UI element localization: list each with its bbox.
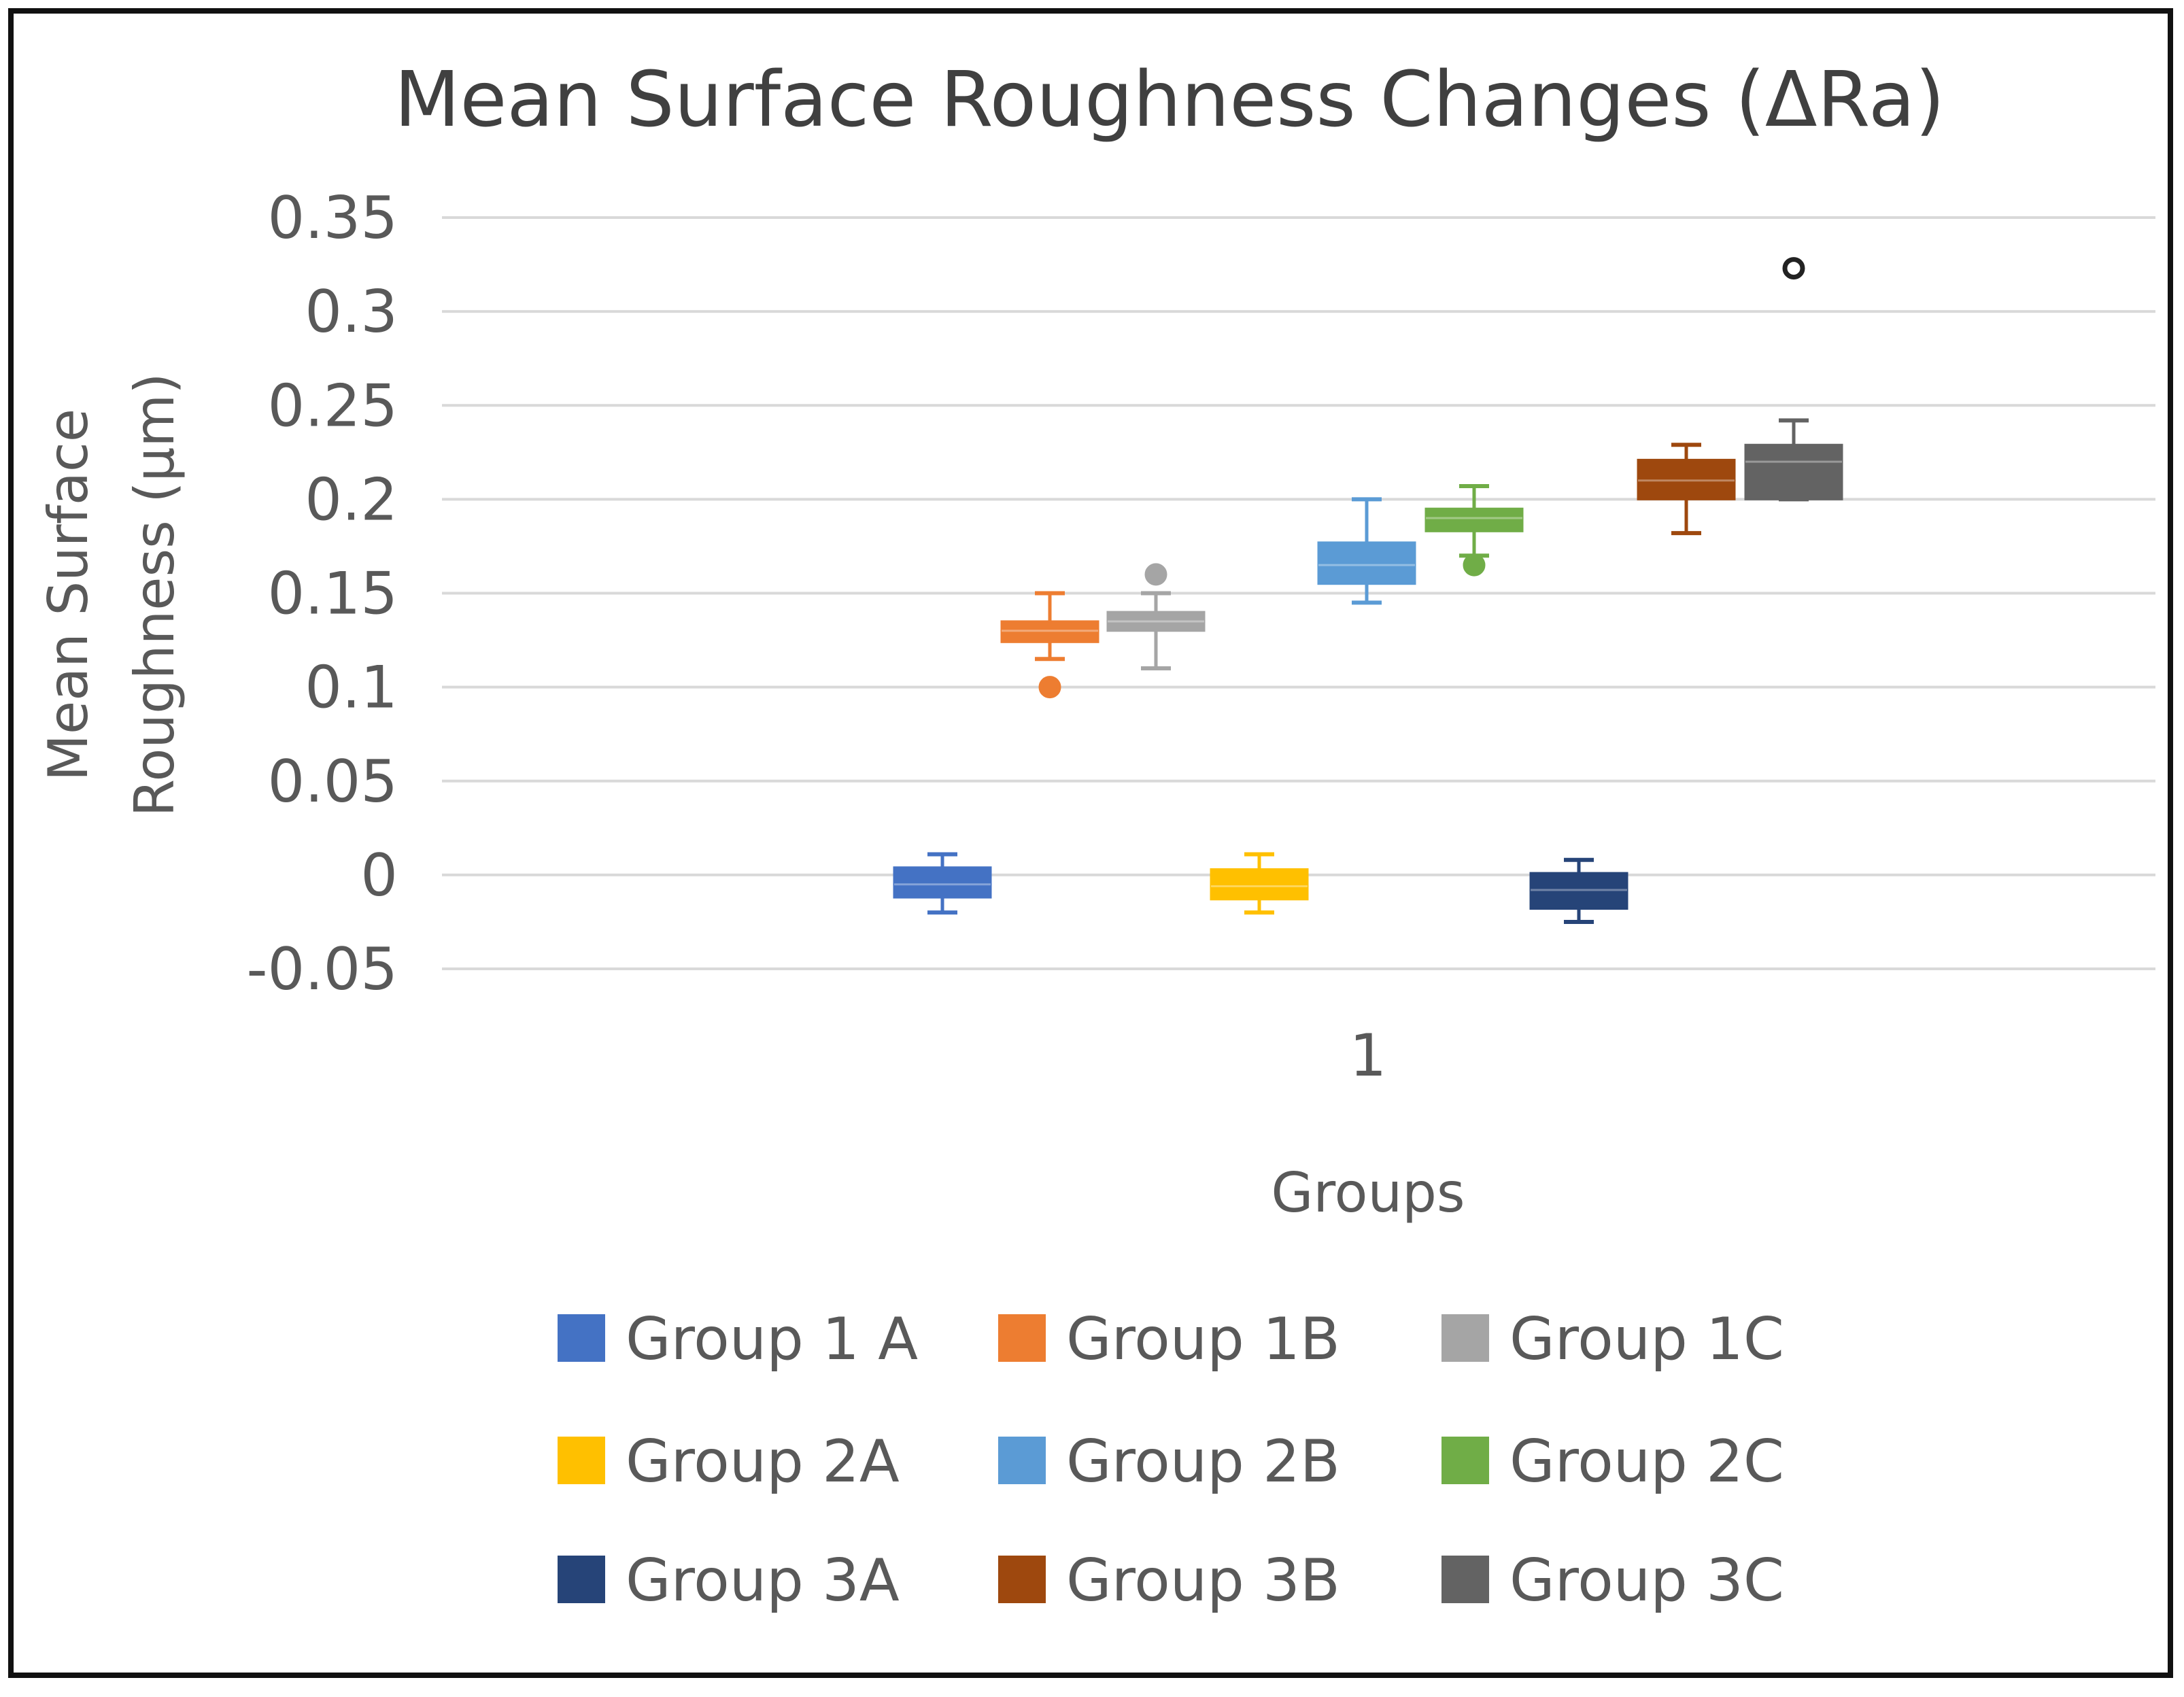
y-tick-label: 0.3 [305,278,398,346]
y-tick-label: 0.15 [268,560,398,628]
box [1317,541,1416,585]
outlier-point [1144,563,1167,586]
legend-swatch [998,1437,1046,1484]
box-plot-group-3c [1744,257,1843,502]
legend-label: Group 2B [1066,1428,1340,1496]
legend-label: Group 2C [1509,1428,1784,1496]
y-tick-label: 0 [360,842,398,910]
box [1424,507,1524,532]
box [1744,443,1843,500]
box-plot-group-2a [1210,852,1309,915]
outlier-point [1038,676,1061,699]
legend-item: Group 3C [1441,1547,1784,1615]
y-tick-label: 0.2 [305,466,398,534]
legend-swatch [558,1314,605,1362]
legend-label: Group 1 A [626,1305,918,1373]
outlier-point [1463,553,1486,577]
y-axis-label-line1: Mean Surface [37,409,100,781]
x-axis-label: Groups [1271,1161,1465,1224]
box-plot-group-2c [1424,484,1524,577]
gridlines [442,216,2155,970]
y-tick-label: 0.35 [268,184,398,252]
legend-swatch [1441,1556,1489,1603]
y-axis-label-line2: Roughness (µm) [123,373,186,817]
y-tick-label: 0.05 [268,748,398,816]
chart-title: Mean Surface Roughness Changes (ΔRa) [394,56,1945,144]
legend-item: Group 1 A [558,1305,918,1373]
legend-swatch [558,1556,605,1603]
legend-item: Group 2C [1441,1428,1784,1496]
box-plot-group-3a [1529,857,1628,924]
box [1000,620,1099,643]
box-plot-group-1c [1106,563,1206,670]
box-plot-group-1b [1000,591,1099,699]
legend-item: Group 3A [558,1547,900,1615]
legend-swatch [1441,1314,1489,1362]
legend-item: Group 1C [1441,1305,1784,1373]
legend-swatch [998,1314,1046,1362]
box-plot-group-1-a [893,852,992,915]
box [1637,458,1736,500]
outlier-point [1782,257,1805,280]
legend-swatch [998,1556,1046,1603]
legend-swatch [558,1437,605,1484]
box [893,866,992,899]
legend-label: Group 1B [1066,1305,1340,1373]
y-axis-ticks: 0.35 0.3 0.25 0.2 0.15 0.1 0.05 0 -0.05 [246,184,398,1004]
box-plot-chart: Mean Surface Roughness Changes (ΔRa) 0.3… [37,56,2155,1615]
legend-item: Group 1B [998,1305,1340,1373]
legend-label: Group 1C [1509,1305,1784,1373]
legend: Group 1 A Group 1B Group 1C Group 2A Group 2… [558,1305,1784,1615]
legend-item: Group 2A [558,1428,900,1496]
legend-item: Group 3B [998,1547,1340,1615]
y-tick-label: 0.25 [268,372,398,440]
legend-label: Group 2A [626,1428,900,1496]
box [1529,872,1628,910]
x-category-label: 1 [1350,1022,1387,1090]
chart-frame: Mean Surface Roughness Changes (ΔRa) 0.3… [8,8,2173,1678]
y-tick-label: 0.1 [305,654,398,722]
legend-swatch [1441,1437,1489,1484]
box [1210,868,1309,901]
legend-item: Group 2B [998,1428,1340,1496]
box [1106,611,1206,632]
y-tick-label: -0.05 [246,936,398,1004]
legend-label: Group 3A [626,1547,900,1615]
box-plot-group-2b [1317,497,1416,605]
legend-label: Group 3C [1509,1547,1784,1615]
box-plot-group-3b [1637,443,1736,536]
legend-label: Group 3B [1066,1547,1340,1615]
box-plots [893,257,1843,924]
